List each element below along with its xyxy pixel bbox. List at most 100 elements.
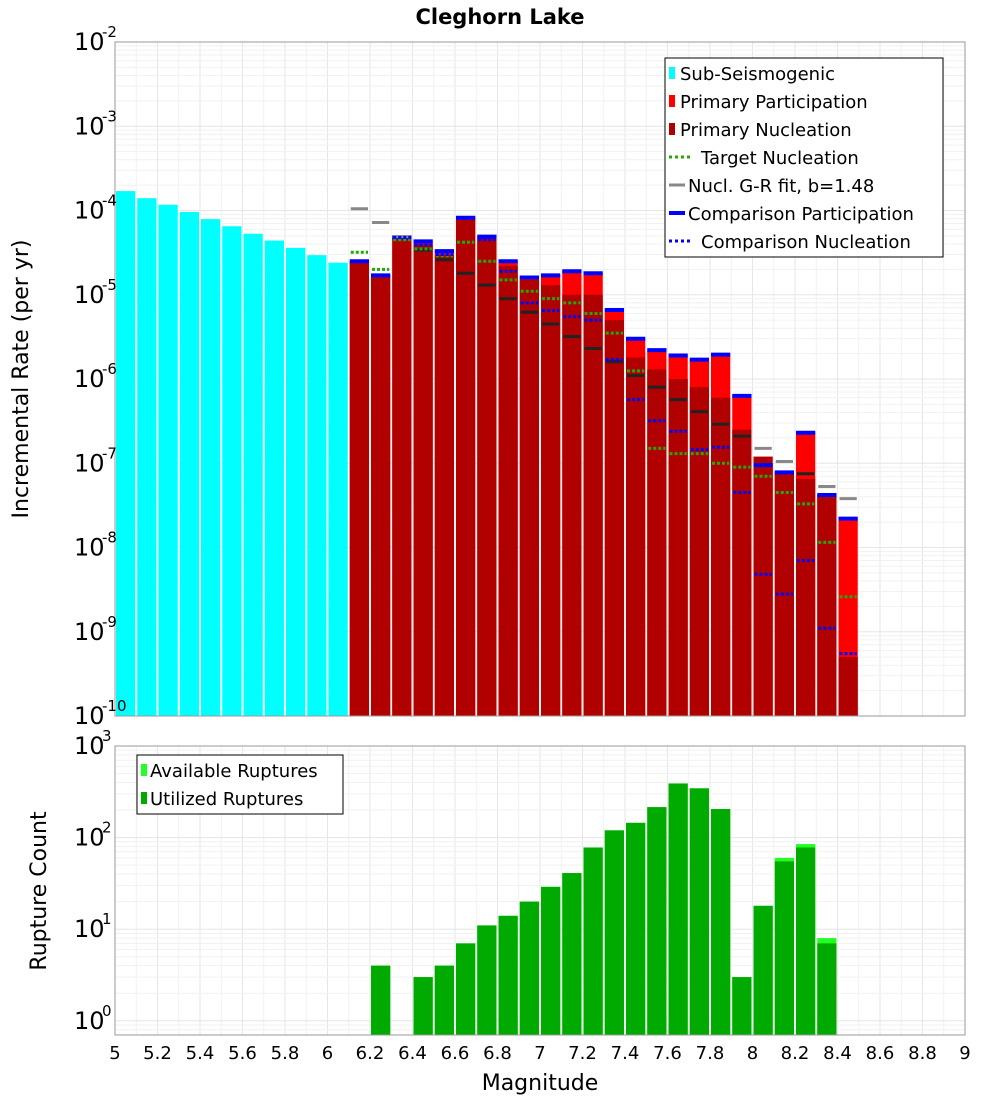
bar-utilized-ruptures: [498, 915, 518, 1035]
legend-label-sub-seismogenic: Sub-Seismogenic: [680, 64, 835, 85]
bar-utilized-ruptures: [413, 977, 433, 1035]
legend-label-comparison-nucleation: Comparison Nucleation: [701, 232, 911, 253]
bar-primary-nucleation: [392, 237, 412, 717]
bar-primary-nucleation: [604, 320, 624, 716]
bar-utilized-ruptures: [817, 943, 837, 1035]
legend-label-target-nucleation: Target Nucleation: [700, 148, 859, 169]
bar-sub-seismogenic: [307, 255, 327, 717]
bar-primary-nucleation: [838, 657, 858, 716]
x-tick-label: 8.4: [823, 1043, 852, 1064]
x-axis-label: Magnitude: [482, 1071, 599, 1096]
x-tick-label: 7.4: [611, 1043, 640, 1064]
bar-primary-nucleation: [647, 369, 667, 716]
top-y-tick-exponent: -2: [102, 23, 117, 41]
bar-sub-seismogenic: [243, 233, 263, 717]
bar-sub-seismogenic: [179, 211, 199, 716]
x-tick-label: 8: [747, 1043, 758, 1064]
x-tick-label: 6.4: [398, 1043, 427, 1064]
bar-utilized-ruptures: [732, 977, 752, 1035]
bar-primary-nucleation: [711, 397, 731, 716]
bar-primary-nucleation: [817, 494, 837, 716]
bar-primary-nucleation: [519, 279, 539, 716]
bar-utilized-ruptures: [477, 925, 497, 1035]
top-y-tick-label: 10: [74, 365, 105, 393]
x-tick-label: 7.2: [568, 1043, 597, 1064]
x-tick-label: 6.8: [483, 1043, 512, 1064]
bottom-y-tick-exponent: 3: [102, 727, 112, 745]
legend-label-primary-nucleation: Primary Nucleation: [680, 120, 852, 141]
bottom-y-tick-label: 10: [74, 732, 105, 760]
bar-utilized-ruptures: [668, 783, 688, 1035]
top-y-tick-exponent: -3: [102, 107, 117, 125]
top-y-tick-exponent: -7: [102, 444, 117, 462]
bar-utilized-ruptures: [774, 861, 794, 1035]
bar-primary-nucleation: [434, 254, 454, 716]
top-y-tick-exponent: -10: [102, 697, 127, 715]
top-y-axis-label: Incremental Rate (per yr): [9, 240, 34, 519]
bottom-bars: [371, 783, 837, 1035]
top-legend: Sub-Seismogenic Primary Participation Pr…: [664, 57, 944, 258]
x-tick-label: 7.8: [696, 1043, 725, 1064]
legend-label-available-ruptures: Available Ruptures: [150, 761, 318, 782]
bar-primary-nucleation: [477, 238, 497, 716]
bar-utilized-ruptures: [434, 965, 454, 1035]
bar-primary-nucleation: [456, 217, 476, 717]
bar-primary-nucleation: [732, 429, 752, 716]
bar-utilized-ruptures: [689, 788, 709, 1035]
bar-primary-nucleation: [753, 456, 773, 716]
x-tick-label: 7: [534, 1043, 545, 1064]
legend-label-utilized-ruptures: Utilized Ruptures: [150, 789, 303, 810]
top-y-tick-label: 10: [74, 112, 105, 140]
bottom-y-tick-exponent: 0: [102, 1002, 112, 1020]
bar-primary-nucleation: [774, 471, 794, 716]
top-y-tick-exponent: -6: [102, 360, 117, 378]
bar-sub-seismogenic: [222, 226, 242, 716]
bottom-y-tick-exponent: 2: [102, 819, 112, 837]
top-markers: [349, 207, 858, 656]
bar-primary-nucleation: [796, 479, 816, 716]
top-y-tick-exponent: -9: [102, 613, 117, 631]
top-y-tick-label: 10: [74, 197, 105, 225]
bar-utilized-ruptures: [647, 807, 667, 1035]
x-tick-labels: 5 5.2 5.4 5.6 5.8 6 6.2 6.4 6.6 6.8 7 7.2 7.4 7.6 7.8 8…: [109, 1043, 970, 1064]
bar-utilized-ruptures: [604, 830, 624, 1035]
x-tick-label: 8.6: [866, 1043, 895, 1064]
bar-sub-seismogenic: [158, 204, 178, 716]
top-plot-frame: [114, 41, 966, 717]
x-tick-label: 9: [959, 1043, 970, 1064]
top-y-tick-exponent: -4: [102, 192, 117, 210]
bar-primary-nucleation: [349, 261, 369, 716]
bar-sub-seismogenic: [116, 191, 136, 717]
bar-primary-nucleation: [541, 285, 561, 716]
bottom-y-tick-exponent: 1: [102, 910, 112, 928]
x-tick-label: 5.8: [271, 1043, 300, 1064]
legend-swatch-available-ruptures: [141, 764, 147, 776]
x-tick-label: 6: [322, 1043, 333, 1064]
x-tick-label: 5: [109, 1043, 120, 1064]
x-tick-label: 6.6: [441, 1043, 470, 1064]
bar-utilized-ruptures: [562, 873, 582, 1035]
bar-primary-nucleation: [668, 379, 688, 716]
x-tick-label: 5.2: [143, 1043, 172, 1064]
bar-sub-seismogenic: [137, 198, 157, 716]
bar-primary-nucleation: [562, 294, 582, 716]
legend-swatch-utilized-ruptures: [141, 792, 147, 804]
top-y-tick-label: 10: [74, 534, 105, 562]
bar-utilized-ruptures: [456, 943, 476, 1035]
bar-sub-seismogenic: [264, 240, 284, 716]
top-y-tick-exponent: -5: [102, 276, 117, 294]
bar-primary-nucleation: [689, 387, 709, 716]
bar-utilized-ruptures: [519, 901, 539, 1035]
bar-sub-seismogenic: [286, 247, 306, 716]
x-tick-label: 5.6: [228, 1043, 257, 1064]
x-tick-label: 5.4: [186, 1043, 215, 1064]
bottom-legend-box: [136, 754, 344, 815]
x-tick-label: 6.2: [356, 1043, 385, 1064]
bottom-legend: Available Ruptures Utilized Ruptures: [136, 754, 344, 815]
top-y-tick-exponent: -8: [102, 529, 117, 547]
legend-swatch-primary-participation: [669, 95, 675, 107]
bottom-y-tick-label: 10: [74, 915, 105, 943]
